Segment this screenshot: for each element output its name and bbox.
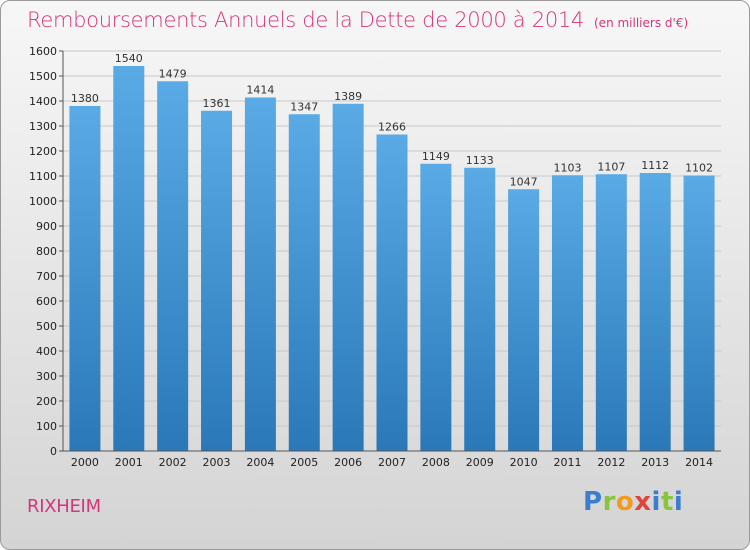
data-label: 1414 (246, 84, 274, 97)
x-tick-label: 2010 (510, 456, 538, 469)
bar (376, 134, 408, 451)
logo-letter: o (615, 487, 635, 517)
x-tick-label: 2008 (422, 456, 450, 469)
y-axis-ticks: 0 100 200 300 400 500 600 700 800 900 1000 1100 1200… (29, 45, 63, 458)
bar (244, 97, 276, 451)
x-axis-ticks: 2000 2001 2002 2003 2004 2005 2006 2007 2008 2009… (71, 456, 713, 469)
bar (464, 167, 496, 451)
data-label: 1047 (510, 175, 538, 188)
x-tick-label: 2004 (246, 456, 274, 469)
logo-letter: t (660, 487, 674, 517)
logo-letter: x (634, 487, 652, 517)
city-name: RIXHEIM (27, 496, 101, 517)
y-tick-label: 1400 (29, 95, 57, 108)
x-tick-label: 2000 (71, 456, 99, 469)
data-label: 1347 (290, 100, 318, 113)
x-tick-label: 2003 (203, 456, 231, 469)
y-tick-label: 600 (36, 295, 57, 308)
data-label: 1266 (378, 121, 406, 134)
x-tick-label: 2012 (597, 456, 625, 469)
bar (332, 103, 364, 451)
bar (595, 174, 627, 451)
y-tick-label: 0 (50, 445, 57, 458)
data-label: 1133 (466, 154, 494, 167)
logo-letter: r (602, 487, 616, 517)
data-label: 1389 (334, 90, 362, 103)
bar (201, 110, 233, 451)
y-tick-label: 1500 (29, 70, 57, 83)
bar (420, 163, 452, 451)
y-tick-label: 100 (36, 420, 57, 433)
y-tick-label: 1200 (29, 145, 57, 158)
data-label: 1112 (641, 159, 669, 172)
chart-title: Remboursements Annuels de la Dette de 20… (27, 8, 584, 32)
bar (551, 175, 583, 451)
y-tick-label: 1300 (29, 120, 57, 133)
x-tick-label: 2007 (378, 456, 406, 469)
bar (508, 189, 540, 451)
y-tick-label: 800 (36, 245, 57, 258)
data-label: 1380 (71, 92, 99, 105)
bar (157, 81, 189, 451)
y-tick-label: 500 (36, 320, 57, 333)
x-tick-label: 2006 (334, 456, 362, 469)
x-tick-label: 2005 (290, 456, 318, 469)
x-tick-label: 2002 (159, 456, 187, 469)
x-tick-label: 2011 (553, 456, 581, 469)
data-label: 1479 (159, 67, 187, 80)
bar (113, 66, 145, 451)
data-label: 1361 (203, 97, 231, 110)
bar (69, 106, 101, 451)
chart-subtitle: (en milliers d'€) (594, 16, 689, 30)
proxiti-logo: Proxiti (583, 487, 683, 517)
y-tick-label: 900 (36, 220, 57, 233)
y-tick-label: 1000 (29, 195, 57, 208)
data-labels: 1380 1540 1479 1361 1414 1347 1389 1266 1149 1133… (71, 52, 713, 188)
data-label: 1540 (115, 52, 143, 65)
x-tick-label: 2001 (115, 456, 143, 469)
y-tick-label: 700 (36, 270, 57, 283)
x-tick-label: 2014 (685, 456, 713, 469)
bar (683, 175, 715, 451)
y-tick-label: 1100 (29, 170, 57, 183)
bars (69, 66, 715, 451)
y-tick-label: 200 (36, 395, 57, 408)
y-tick-label: 400 (36, 345, 57, 358)
bar (288, 114, 320, 451)
logo-letter: i (673, 487, 684, 517)
y-tick-label: 1600 (29, 45, 57, 58)
data-label: 1149 (422, 150, 450, 163)
y-tick-label: 300 (36, 370, 57, 383)
chart-header: Remboursements Annuels de la Dette de 20… (27, 8, 688, 32)
data-label: 1102 (685, 162, 713, 175)
x-tick-label: 2013 (641, 456, 669, 469)
bar (639, 173, 671, 451)
logo-letter: i (651, 487, 661, 517)
logo-letter: P (583, 487, 603, 517)
data-label: 1103 (553, 161, 581, 174)
data-label: 1107 (597, 160, 625, 173)
x-tick-label: 2009 (466, 456, 494, 469)
